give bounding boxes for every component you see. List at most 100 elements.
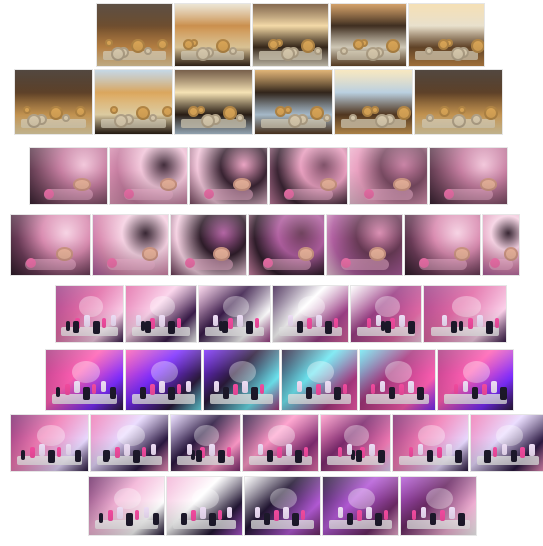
thumbnail-kitchen[interactable] bbox=[174, 3, 251, 67]
makeup-item bbox=[357, 510, 362, 521]
makeup-item bbox=[325, 320, 332, 334]
makeup-item bbox=[150, 317, 155, 329]
makeup-item bbox=[159, 314, 165, 327]
thumbnail-makeup-studio[interactable] bbox=[10, 414, 89, 472]
makeup-item bbox=[93, 320, 100, 334]
thumbnail-cat-bedroom[interactable] bbox=[248, 214, 325, 276]
thumbnail-kitchen[interactable] bbox=[408, 3, 485, 67]
makeup-item bbox=[399, 384, 404, 396]
makeup-item bbox=[255, 507, 260, 518]
cat-figure bbox=[159, 178, 178, 191]
thumbnail-makeup-studio[interactable] bbox=[125, 349, 202, 411]
thumbnail-makeup-studio[interactable] bbox=[55, 285, 124, 343]
thumbnail-kitchen[interactable] bbox=[414, 69, 503, 135]
cat-figure bbox=[73, 178, 91, 191]
image-shade bbox=[171, 415, 240, 471]
thumbnail-cat-bedroom[interactable] bbox=[170, 214, 247, 276]
dish bbox=[149, 114, 157, 123]
thumbnail-makeup-studio[interactable] bbox=[281, 349, 358, 411]
cat-figure bbox=[141, 247, 159, 261]
thumbnail-kitchen[interactable] bbox=[14, 69, 93, 135]
thumbnail-kitchen[interactable] bbox=[334, 69, 413, 135]
thumbnail-makeup-studio[interactable] bbox=[170, 414, 241, 472]
dish bbox=[157, 39, 168, 51]
image-shade bbox=[95, 70, 172, 134]
thumbnail-makeup-studio[interactable] bbox=[272, 285, 349, 343]
yarn-ball bbox=[124, 188, 135, 199]
rug bbox=[203, 189, 254, 200]
vanity-table bbox=[132, 394, 195, 404]
makeup-item bbox=[102, 317, 106, 328]
vanity-table bbox=[204, 327, 265, 337]
rug bbox=[262, 259, 311, 271]
dish bbox=[210, 114, 221, 126]
thumbnail-kitchen[interactable] bbox=[252, 3, 329, 67]
thumbnail-cat-bedroom[interactable] bbox=[29, 147, 108, 205]
thumbnail-makeup-studio[interactable] bbox=[437, 349, 514, 411]
makeup-item bbox=[83, 387, 90, 401]
rug bbox=[340, 259, 389, 271]
makeup-item bbox=[126, 513, 133, 526]
makeup-item bbox=[316, 384, 321, 396]
thumbnail-makeup-studio[interactable] bbox=[166, 476, 243, 536]
thumbnail-kitchen[interactable] bbox=[330, 3, 407, 67]
thumbnail-kitchen[interactable] bbox=[174, 69, 253, 135]
thumbnail-kitchen[interactable] bbox=[254, 69, 333, 135]
makeup-item bbox=[409, 446, 413, 457]
thumbnail-makeup-studio[interactable] bbox=[242, 414, 319, 472]
image-shade bbox=[245, 477, 320, 535]
dish bbox=[62, 114, 70, 123]
thumbnail-makeup-studio[interactable] bbox=[125, 285, 197, 343]
thumbnail-makeup-studio[interactable] bbox=[244, 476, 321, 536]
image-shade bbox=[11, 415, 88, 471]
thumbnail-makeup-studio[interactable] bbox=[350, 285, 422, 343]
makeup-item bbox=[286, 443, 292, 456]
makeup-item bbox=[191, 449, 195, 460]
thumbnail-cat-bedroom[interactable] bbox=[326, 214, 403, 276]
dish bbox=[162, 106, 172, 118]
thumbnail-makeup-studio[interactable] bbox=[359, 349, 436, 411]
thumbnail-kitchen[interactable] bbox=[96, 3, 173, 67]
thumbnail-makeup-studio[interactable] bbox=[392, 414, 469, 472]
dish bbox=[123, 114, 134, 126]
light-glow bbox=[298, 296, 326, 317]
makeup-item bbox=[491, 381, 497, 394]
thumbnail-makeup-studio[interactable] bbox=[198, 285, 271, 343]
thumbnail-makeup-studio[interactable] bbox=[203, 349, 280, 411]
makeup-item bbox=[455, 449, 462, 463]
thumbnail-cat-bedroom[interactable] bbox=[92, 214, 169, 276]
rug bbox=[363, 189, 414, 200]
thumbnail-makeup-studio[interactable] bbox=[45, 349, 124, 411]
thumbnail-makeup-studio[interactable] bbox=[470, 414, 543, 472]
thumbnail-makeup-studio[interactable] bbox=[322, 476, 399, 536]
thumbnail-cat-bedroom[interactable] bbox=[10, 214, 91, 276]
dish bbox=[297, 114, 308, 126]
thumbnail-cat-bedroom[interactable] bbox=[189, 147, 268, 205]
thumbnail-kitchen[interactable] bbox=[94, 69, 173, 135]
makeup-item bbox=[288, 314, 293, 326]
thumbnail-cat-bedroom[interactable] bbox=[349, 147, 428, 205]
thumbnail-makeup-studio[interactable] bbox=[423, 285, 507, 343]
makeup-item bbox=[186, 381, 191, 393]
makeup-item bbox=[458, 513, 465, 526]
makeup-item bbox=[408, 320, 415, 334]
makeup-item bbox=[495, 317, 499, 328]
rug bbox=[443, 189, 494, 200]
thumbnail-cat-bedroom[interactable] bbox=[109, 147, 188, 205]
makeup-item bbox=[334, 387, 341, 401]
thumbnail-makeup-studio[interactable] bbox=[320, 414, 391, 472]
yarn-ball bbox=[364, 188, 375, 199]
thumbnail-makeup-studio[interactable] bbox=[90, 414, 169, 472]
thumbnail-cat-bedroom[interactable] bbox=[404, 214, 481, 276]
thumbnail-makeup-studio[interactable] bbox=[400, 476, 477, 536]
thumbnail-cat-bedroom[interactable] bbox=[482, 214, 520, 276]
dish bbox=[144, 47, 152, 56]
image-shade bbox=[126, 286, 196, 342]
dish bbox=[49, 106, 63, 121]
vanity-table bbox=[97, 456, 162, 466]
thumbnail-makeup-studio[interactable] bbox=[88, 476, 165, 536]
cat-figure bbox=[503, 247, 518, 261]
makeup-item bbox=[502, 443, 507, 455]
thumbnail-cat-bedroom[interactable] bbox=[429, 147, 508, 205]
thumbnail-cat-bedroom[interactable] bbox=[269, 147, 348, 205]
